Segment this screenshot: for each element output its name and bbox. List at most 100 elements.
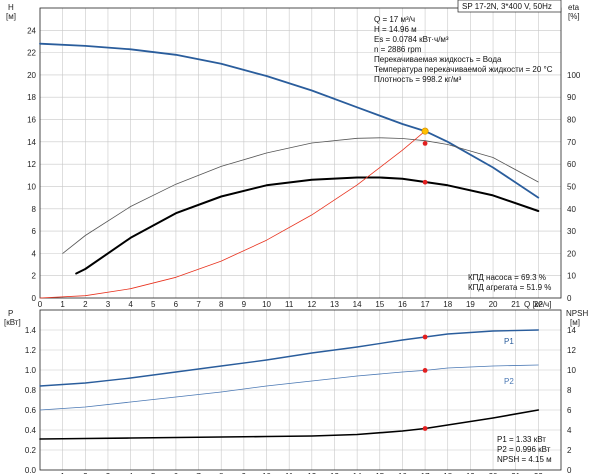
bottom-right-y-tick-label: 0 xyxy=(567,466,572,474)
top-right-y-tick-label: 40 xyxy=(567,205,576,214)
top-plot-frame xyxy=(39,7,562,299)
top-right-y-tick-label: 20 xyxy=(567,249,576,258)
bottom-x-tick-label: 14 xyxy=(353,472,362,474)
top-series-system-line xyxy=(39,130,426,299)
top-series-eta-pump-line xyxy=(62,137,539,254)
bottom-x-tick-label: 4 xyxy=(128,472,133,474)
info-line-h: H = 14.96 м xyxy=(374,25,417,34)
bottom-x-tick-label: 19 xyxy=(466,472,475,474)
series-label-p2: P2 xyxy=(504,377,514,386)
bottom-x-tick-label: 6 xyxy=(174,472,179,474)
bottom-x-tick-label: 16 xyxy=(398,472,407,474)
p1-value-text: P1 = 1.33 кВт xyxy=(497,435,546,444)
bottom-right-y-tick-label: 8 xyxy=(567,386,572,395)
bottom-left-axis-label-line2: [кВт] xyxy=(4,318,21,327)
bottom-right-axis-label-line1: NPSH xyxy=(566,309,588,318)
bottom-x-tick-label: 22 xyxy=(534,472,543,474)
npsh-value-text: NPSH = 4.15 м xyxy=(497,455,552,464)
top-right-y-tick-label: 80 xyxy=(567,116,576,125)
top-left-y-tick-label: 16 xyxy=(27,116,36,125)
top-right-y-tick-label: 100 xyxy=(567,71,581,80)
top-x-tick-label: 13 xyxy=(330,300,339,309)
bottom-plot-frame xyxy=(39,309,562,471)
bottom-left-y-tick-label: 1.4 xyxy=(25,326,37,335)
top-right-axis-label-line1: eta xyxy=(568,3,580,12)
bottom-left-y-tick-label: 0.8 xyxy=(25,386,37,395)
bottom-x-tick-label: 9 xyxy=(242,472,247,474)
bottom-right-y-tick-label: 2 xyxy=(567,446,572,455)
info-line-n: n = 2886 rpm xyxy=(374,45,422,54)
bottom-right-y-tick-label: 10 xyxy=(567,366,576,375)
bottom-operating-point-marker xyxy=(422,368,428,373)
bottom-operating-point-marker xyxy=(422,334,428,340)
info-line-density: Плотность = 998.2 кг/м³ xyxy=(374,75,462,84)
top-left-y-tick-label: 12 xyxy=(27,160,36,169)
top-left-y-tick-label: 0 xyxy=(32,294,37,303)
top-operating-point-marker xyxy=(422,179,428,185)
bottom-x-tick-label: 21 xyxy=(511,472,520,474)
top-left-y-tick-label: 10 xyxy=(27,182,36,191)
top-x-tick-label: 5 xyxy=(151,300,156,309)
x-axis-label: Q [м³/ч] xyxy=(524,300,551,309)
legend-box xyxy=(457,0,562,13)
top-x-tick-label: 11 xyxy=(285,300,294,309)
top-x-tick-label: 10 xyxy=(262,300,271,309)
bottom-series-p2-line xyxy=(39,364,539,411)
bottom-left-y-tick-label: 0.4 xyxy=(25,426,37,435)
bottom-series-npsh-line xyxy=(39,409,540,440)
top-x-tick-label: 14 xyxy=(353,300,362,309)
top-left-y-tick-label: 24 xyxy=(27,26,36,35)
series-label-p1: P1 xyxy=(504,337,514,346)
unit-efficiency-text: КПД агрегата = 51.9 % xyxy=(468,283,551,292)
top-left-y-tick-label: 8 xyxy=(32,205,37,214)
top-right-y-tick-label: 50 xyxy=(567,182,576,191)
bottom-left-y-tick-label: 0.6 xyxy=(25,406,37,415)
top-series-head-line xyxy=(39,42,540,199)
top-left-y-tick-label: 20 xyxy=(27,71,36,80)
top-left-axis-label-line1: H xyxy=(8,3,14,12)
bottom-x-tick-label: 20 xyxy=(489,472,498,474)
bottom-x-tick-label: 3 xyxy=(106,472,111,474)
bottom-series-p1-line xyxy=(39,329,539,387)
top-x-tick-label: 19 xyxy=(466,300,475,309)
bottom-x-tick-label: 17 xyxy=(421,472,430,474)
top-left-y-tick-label: 4 xyxy=(32,249,37,258)
bottom-operating-point-marker xyxy=(422,426,428,431)
top-left-axis-label-line2: [м] xyxy=(6,12,16,21)
top-x-tick-label: 20 xyxy=(489,300,498,309)
top-right-y-tick-label: 30 xyxy=(567,227,576,236)
top-x-tick-label: 8 xyxy=(219,300,224,309)
top-left-y-tick-label: 6 xyxy=(32,227,37,236)
top-x-tick-label: 18 xyxy=(443,300,452,309)
top-x-tick-label: 2 xyxy=(83,300,88,309)
top-operating-point-marker xyxy=(422,141,428,146)
top-left-y-tick-label: 2 xyxy=(32,272,37,281)
bottom-x-tick-label: 13 xyxy=(330,472,339,474)
info-line-temperature: Температура перекачиваемой жидкости = 20… xyxy=(374,65,553,74)
info-line-q: Q = 17 м³/ч xyxy=(374,15,415,24)
bottom-x-tick-label: 12 xyxy=(307,472,316,474)
bottom-right-y-tick-label: 6 xyxy=(567,406,572,415)
bottom-right-y-tick-label: 14 xyxy=(567,326,576,335)
bottom-x-tick-label: 5 xyxy=(151,472,156,474)
bottom-x-tick-label: 7 xyxy=(196,472,201,474)
top-right-y-tick-label: 70 xyxy=(567,138,576,147)
top-right-y-tick-label: 0 xyxy=(567,294,572,303)
bottom-x-tick-label: 2 xyxy=(83,472,88,474)
top-x-tick-label: 6 xyxy=(174,300,179,309)
top-x-tick-label: 15 xyxy=(375,300,384,309)
bottom-x-tick-label: 1 xyxy=(60,472,65,474)
bottom-right-axis-label-line2: [м] xyxy=(570,318,580,327)
bottom-left-y-tick-label: 1.0 xyxy=(25,366,37,375)
p2-value-text: P2 = 0.996 кВт xyxy=(497,445,551,454)
top-right-y-tick-label: 10 xyxy=(567,272,576,281)
bottom-right-y-tick-label: 12 xyxy=(567,346,576,355)
legend-text: SP 17-2N, 3*400 V, 50Hz xyxy=(462,2,552,11)
info-line-es: Es = 0.0784 кВт·ч/м³ xyxy=(374,35,449,44)
top-series-eta-total-line xyxy=(75,176,540,275)
bottom-left-y-tick-label: 1.2 xyxy=(25,346,37,355)
bottom-left-y-tick-label: 0.0 xyxy=(25,466,37,474)
bottom-x-tick-label: 18 xyxy=(443,472,452,474)
info-line-liquid: Перекачиваемая жидкость = Вода xyxy=(374,55,502,64)
